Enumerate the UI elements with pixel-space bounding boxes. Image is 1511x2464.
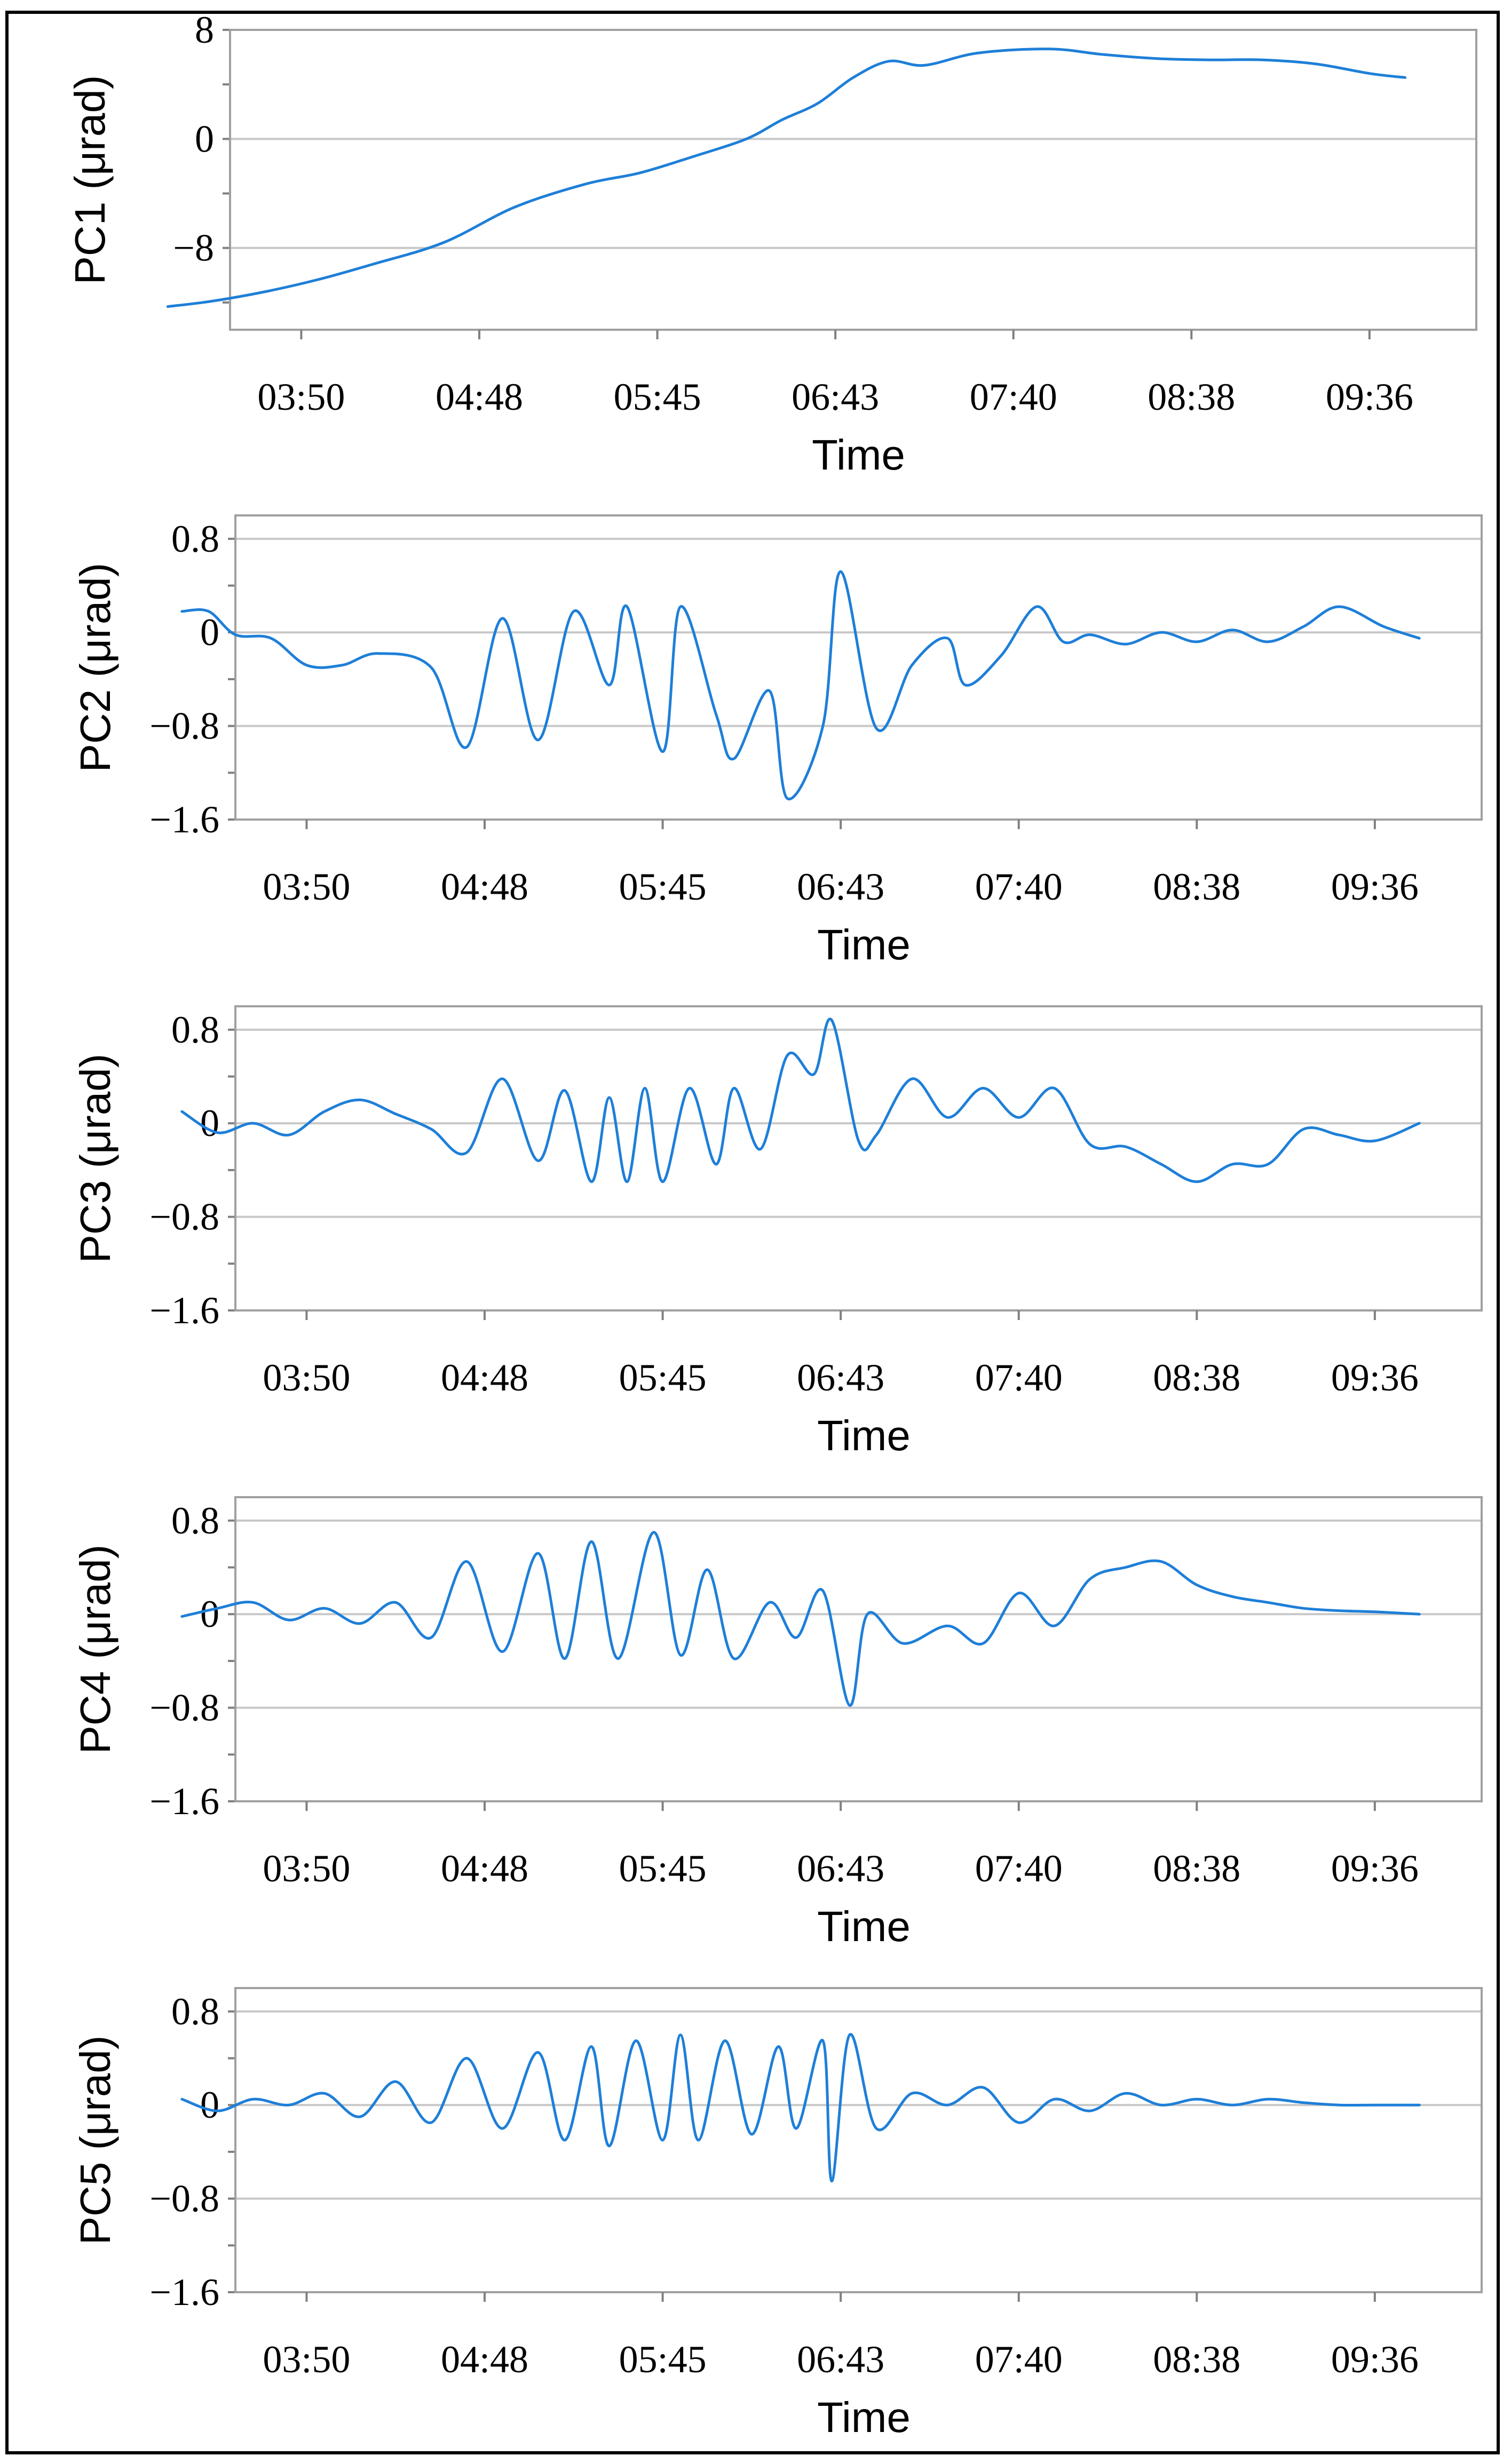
- x-tick-label: 09:36: [1331, 2338, 1419, 2381]
- x-axis-title: Time: [817, 1903, 911, 1950]
- x-tick-label: 08:38: [1153, 865, 1240, 908]
- y-axis-title: PC1 (μrad): [66, 75, 114, 285]
- y-tick-label: −0.8: [149, 1196, 219, 1238]
- y-tick-label: 0.8: [171, 1499, 219, 1542]
- x-tick-label: 08:38: [1153, 1847, 1240, 1890]
- plot-area: [234, 1496, 1483, 1802]
- y-tick-label: 0.8: [171, 518, 219, 560]
- x-tick-label: 04:48: [441, 1356, 528, 1399]
- y-tick-label: 0: [200, 1593, 219, 1635]
- y-tick-label: 0: [200, 1102, 219, 1144]
- series-line-pc2: [180, 570, 1421, 800]
- x-tick-label: 03:50: [263, 1847, 350, 1890]
- y-tick-label: −8: [173, 227, 214, 269]
- plot-area: [234, 1987, 1483, 2293]
- y-tick-label: −1.6: [149, 1289, 219, 1332]
- x-tick-label: 03:50: [263, 1356, 350, 1399]
- x-tick-label: 04:48: [441, 2338, 528, 2381]
- x-tick-label: 04:48: [441, 1847, 528, 1890]
- chart-panel-2: 0.80−0.8−1.603:50 04:48 05:45 06:43 07:40 08:…: [72, 514, 1483, 968]
- x-axis-title: Time: [817, 1412, 911, 1459]
- x-tick-label: 06:43: [797, 1847, 884, 1890]
- chart-panel-5: 0.8 0 −0.8 −1.6 03:50 04:48 05:45 06:43 07:40 08:…: [72, 1987, 1483, 2441]
- x-tick-label: 06:43: [797, 1356, 884, 1399]
- x-tick-label: 05:45: [614, 376, 701, 418]
- x-tick-label: 07:40: [975, 1847, 1063, 1890]
- x-tick-label: 03:50: [257, 376, 345, 418]
- y-tick-label: 0: [195, 117, 214, 160]
- x-tick-label: 07:40: [970, 376, 1057, 418]
- x-axis-title: Time: [812, 431, 905, 479]
- x-tick-label: 03:50: [263, 865, 350, 908]
- x-tick-label: 06:43: [797, 2338, 884, 2381]
- x-tick-label: 05:45: [619, 1847, 707, 1890]
- y-tick-label: −0.8: [149, 2177, 219, 2220]
- y-axis-title: PC3 (μrad): [72, 1054, 119, 1263]
- y-axis-title: PC5 (μrad): [72, 2036, 119, 2245]
- x-tick-label: 04:48: [441, 865, 528, 908]
- x-tick-label: 08:38: [1153, 1356, 1240, 1399]
- y-tick-label: −1.6: [149, 1780, 219, 1823]
- series-line-pc5: [180, 2033, 1421, 2183]
- figure-frame: 8 0 −8 03:50 04:48 05:45 06:43 07:40 08:38 09:36 T…: [5, 11, 1500, 2454]
- plot-area: [234, 514, 1483, 821]
- chart-panel-1: 8 0 −8 03:50 04:48 05:45 06:43 07:40 08:38 09:36 T…: [66, 14, 1477, 479]
- x-tick-label: 09:36: [1326, 376, 1413, 418]
- x-tick-label: 08:38: [1153, 2338, 1240, 2381]
- y-axis-title: PC4 (μrad): [72, 1545, 119, 1754]
- y-tick-label: 0.8: [171, 1990, 219, 2033]
- x-axis-title: Time: [817, 2394, 911, 2441]
- x-tick-label: 09:36: [1331, 865, 1419, 908]
- series-line-pc1: [166, 47, 1407, 308]
- x-tick-label: 07:40: [975, 865, 1063, 908]
- x-tick-label: 05:45: [619, 1356, 707, 1399]
- y-tick-label: −1.6: [149, 2271, 219, 2314]
- y-tick-label: −1.6: [149, 798, 219, 841]
- x-tick-label: 05:45: [619, 865, 707, 908]
- x-tick-label: 06:43: [797, 865, 884, 908]
- x-tick-label: 04:48: [436, 376, 523, 418]
- x-axis-title: Time: [817, 921, 911, 968]
- x-tick-label: 08:38: [1148, 376, 1235, 418]
- x-tick-label: 03:50: [263, 2338, 350, 2381]
- x-tick-label: 09:36: [1331, 1847, 1419, 1890]
- y-tick-label: −0.8: [149, 705, 219, 748]
- x-tick-label: 07:40: [975, 1356, 1063, 1399]
- x-tick-label: 06:43: [792, 376, 879, 418]
- x-tick-label: 05:45: [619, 2338, 707, 2381]
- charts-canvas: 8 0 −8 03:50 04:48 05:45 06:43 07:40 08:38 09:36 T…: [66, 14, 1483, 2441]
- plot-area: [234, 1005, 1483, 1312]
- series-line-pc4: [180, 1531, 1421, 1707]
- chart-panel-4: 0.8 0 −0.8 −1.6 03:50 04:48 05:45 06:43 07:40 08:…: [72, 1496, 1483, 1950]
- y-tick-label: 8: [195, 14, 214, 51]
- y-axis-title: PC2 (μrad): [72, 563, 119, 773]
- y-tick-label: 0: [200, 2084, 219, 2126]
- chart-panel-3: 0.8 0 −0.8 −1.6 03:50 04:48 05:45 06:43 07:40 08:…: [72, 1005, 1483, 1459]
- x-tick-label: 09:36: [1331, 1356, 1419, 1399]
- x-tick-label: 07:40: [975, 2338, 1063, 2381]
- y-tick-label: 0.8: [171, 1008, 219, 1051]
- y-tick-label: −0.8: [149, 1687, 219, 1729]
- series-line-pc3: [180, 1018, 1421, 1183]
- plot-area: [229, 29, 1477, 331]
